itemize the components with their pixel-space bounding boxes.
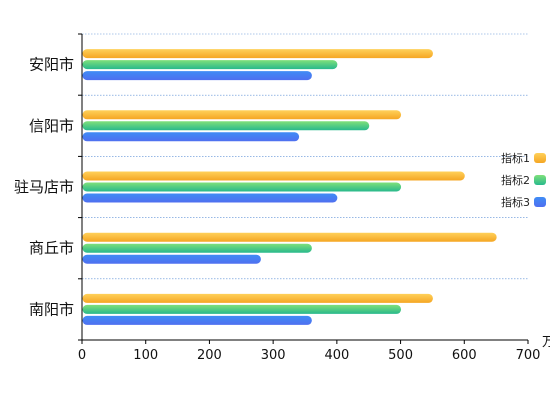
bar-3 <box>82 132 300 142</box>
legend-label: 指标3 <box>501 195 530 209</box>
x-tick-label: 300 <box>261 348 286 363</box>
x-tick-label: 700 <box>516 348 541 363</box>
legend-label: 指标2 <box>501 173 530 187</box>
legend-swatch <box>534 197 546 207</box>
bar-1 <box>82 293 433 303</box>
legend: 指标1 指标2 指标3 <box>501 151 546 209</box>
bar-3 <box>82 254 261 264</box>
bars <box>82 49 497 325</box>
bar-1 <box>82 232 497 242</box>
category-label: 信阳市 <box>29 117 74 135</box>
x-tick-label: 200 <box>197 348 222 363</box>
x-unit-label: 万 <box>542 335 550 350</box>
bar-1 <box>82 110 402 120</box>
bar-2 <box>82 121 370 131</box>
bar-2 <box>82 60 338 70</box>
bar-3 <box>82 71 312 81</box>
bar-1 <box>82 49 433 59</box>
x-tick-label: 0 <box>78 348 86 363</box>
bar-3 <box>82 315 312 325</box>
bar-3 <box>82 193 338 203</box>
category-label: 驻马店市 <box>14 178 74 196</box>
legend-swatch <box>534 153 546 163</box>
axes <box>78 33 529 344</box>
category-label: 商丘市 <box>29 239 74 257</box>
bar-2 <box>82 243 312 253</box>
x-tick-label: 500 <box>388 348 413 363</box>
legend-swatch <box>534 175 546 185</box>
bar-2 <box>82 182 402 192</box>
category-label: 安阳市 <box>29 56 74 74</box>
x-tick-label: 600 <box>452 348 477 363</box>
bar-2 <box>82 304 402 314</box>
grid-lines <box>82 33 528 280</box>
x-tick-label: 400 <box>324 348 349 363</box>
legend-label: 指标1 <box>501 151 530 165</box>
category-label: 南阳市 <box>29 300 74 318</box>
x-tick-label: 100 <box>133 348 158 363</box>
bar-1 <box>82 171 465 181</box>
